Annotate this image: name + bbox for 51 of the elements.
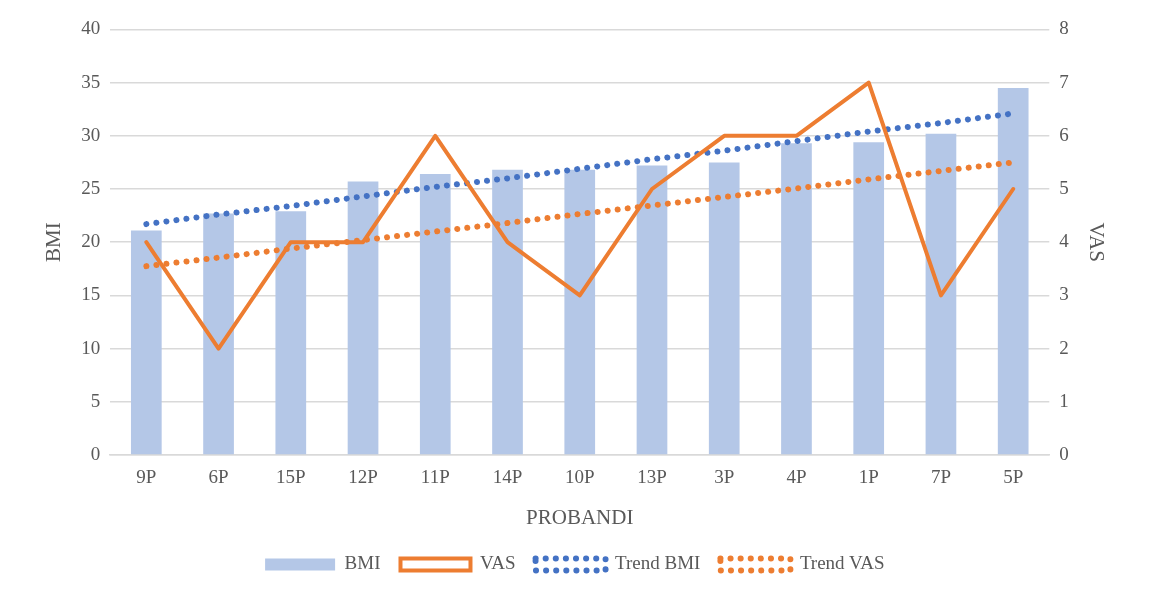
bar xyxy=(419,174,451,455)
y2-tick-label: 0 xyxy=(1059,442,1069,464)
y2-tick-label: 5 xyxy=(1059,176,1069,198)
y-axis-title: BMI xyxy=(41,222,66,263)
legend-label: Trend BMI xyxy=(615,552,701,574)
y2-axis-title: VAS xyxy=(1084,222,1109,262)
bar xyxy=(492,169,523,455)
y-tick-label: 35 xyxy=(81,70,101,92)
bar xyxy=(564,169,596,455)
y-tick-label: 40 xyxy=(81,17,101,39)
y-tick-label: 5 xyxy=(90,389,101,411)
x-tick-label: 10P xyxy=(564,466,595,488)
x-tick-label: 12P xyxy=(348,466,378,488)
x-tick-label: 3P xyxy=(714,466,735,488)
x-tick-label: 11P xyxy=(420,466,450,488)
y-tick-label: 25 xyxy=(81,176,101,198)
y-tick-label: 20 xyxy=(81,230,101,252)
legend-label: VAS xyxy=(479,552,516,574)
y-tick-label: 30 xyxy=(81,123,101,145)
bar xyxy=(925,133,957,455)
bar xyxy=(636,165,668,455)
y-tick-label: 0 xyxy=(90,442,101,464)
bar xyxy=(275,211,307,455)
y2-tick-label: 8 xyxy=(1059,17,1069,39)
y2-tick-label: 7 xyxy=(1059,70,1069,92)
x-tick-label: 6P xyxy=(208,466,229,488)
x-axis-title: PROBANDI xyxy=(526,504,634,529)
x-tick-label: 14P xyxy=(492,466,523,488)
bar xyxy=(203,213,234,455)
x-tick-label: 15P xyxy=(276,466,306,488)
legend-label: BMI xyxy=(344,552,381,574)
y-tick-label: 10 xyxy=(81,336,101,358)
x-tick-label: 7P xyxy=(930,466,951,488)
y2-tick-label: 6 xyxy=(1059,123,1069,145)
x-tick-label: 4P xyxy=(786,466,807,488)
y-tick-label: 15 xyxy=(81,283,101,305)
y2-tick-label: 1 xyxy=(1059,389,1069,411)
legend-label: Trend VAS xyxy=(799,552,885,574)
bar xyxy=(853,142,885,455)
x-tick-label: 5P xyxy=(1003,466,1024,488)
y2-tick-label: 4 xyxy=(1059,230,1070,252)
bar xyxy=(130,230,162,455)
bar xyxy=(781,143,812,455)
x-tick-label: 13P xyxy=(637,466,667,488)
y2-tick-label: 2 xyxy=(1059,336,1069,358)
x-tick-label: 9P xyxy=(136,466,157,488)
y2-tick-label: 3 xyxy=(1059,283,1069,305)
bar xyxy=(708,162,740,455)
bar xyxy=(997,87,1029,455)
x-tick-label: 1P xyxy=(858,466,879,488)
bar xyxy=(347,181,379,455)
